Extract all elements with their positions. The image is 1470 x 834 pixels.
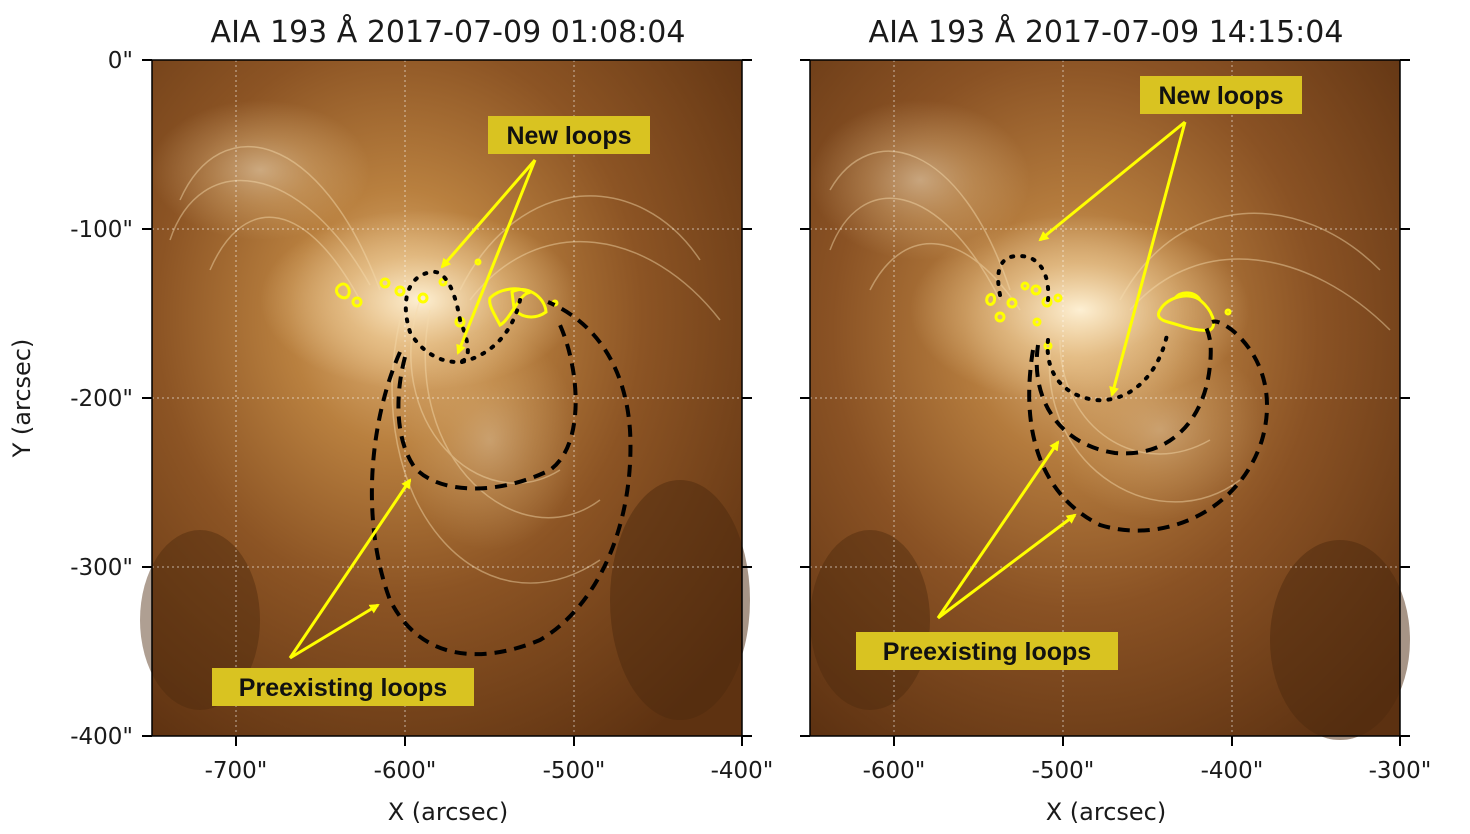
y-tick-labels: 0" -100" -200" -300" -400" [70,48,133,750]
diffuse-emission [150,100,370,240]
x-tick-label: -600" [374,758,437,784]
dark-region [610,480,750,720]
x-tick-label: -500" [543,758,606,784]
annotation-arrows-right [936,120,1187,620]
x-tick-label: -300" [1369,758,1432,784]
dark-region [140,530,260,710]
loop-tracings-right [996,253,1270,533]
panel-title-right: AIA 193 Å 2017-07-09 14:15:04 [869,14,1344,50]
dark-region [1270,540,1410,740]
y-tick-label: -100" [70,217,133,243]
x-tick-label: -400" [711,758,774,784]
x-tick-label: -700" [205,758,268,784]
x-tick-labels-left: -700" -600" -500" -400" [205,758,774,784]
coronal-loops-right [829,150,1391,503]
x-axis-label-left: X (arcsec) [388,798,509,826]
preexisting-loop-tracing [369,300,633,657]
magnetic-contours-right [985,281,1232,351]
preexisting-loops-label: Preexisting loops [883,638,1091,666]
new-loops-label-box [488,116,650,154]
panel-left: New loops Preexisting loops AIA 193 Å 20… [8,14,773,826]
preexisting-loops-label-box [212,668,474,706]
annotation-arrows-left [288,159,537,660]
grid-right [810,60,1400,736]
panel-title-left: AIA 193 Å 2017-07-09 01:08:04 [211,14,686,50]
preexisting-loop-tracing [1027,319,1270,533]
y-axis-label: Y (arcsec) [8,339,36,459]
new-loop-tracing [996,253,1051,302]
preexisting-loop-tracing [396,324,578,491]
new-loop-tracing [403,269,470,365]
preexisting-loop-tracing [1034,324,1213,456]
grid-left [152,60,742,736]
y-tick-label: -200" [70,386,133,412]
y-tick-label: -300" [70,555,133,581]
diffuse-emission [1050,340,1270,520]
x-tick-label: -600" [863,758,926,784]
ticks-left [142,59,752,746]
loop-tracings-left [369,269,633,657]
x-tick-labels-right: -600" -500" -400" -300" [863,758,1432,784]
new-loops-label-box [1140,76,1302,114]
x-axis-label-right: X (arcsec) [1046,798,1167,826]
dark-region [810,530,930,710]
y-tick-label: 0" [108,48,133,74]
diffuse-emission [810,100,1030,260]
magnetic-contours-left [335,258,559,328]
panel-right: New loops Preexisting loops AIA 193 Å 20… [800,14,1431,826]
preexisting-loops-label-box [856,632,1118,670]
x-tick-label: -400" [1201,758,1264,784]
preexisting-loops-label: Preexisting loops [239,674,447,702]
x-tick-label: -500" [1032,758,1095,784]
new-loops-label: New loops [1158,82,1283,110]
y-tick-label: -400" [70,724,133,750]
diffuse-emission [400,330,580,550]
new-loop-tracing [460,298,522,364]
new-loops-label: New loops [506,122,631,150]
ticks-right [800,59,1410,746]
